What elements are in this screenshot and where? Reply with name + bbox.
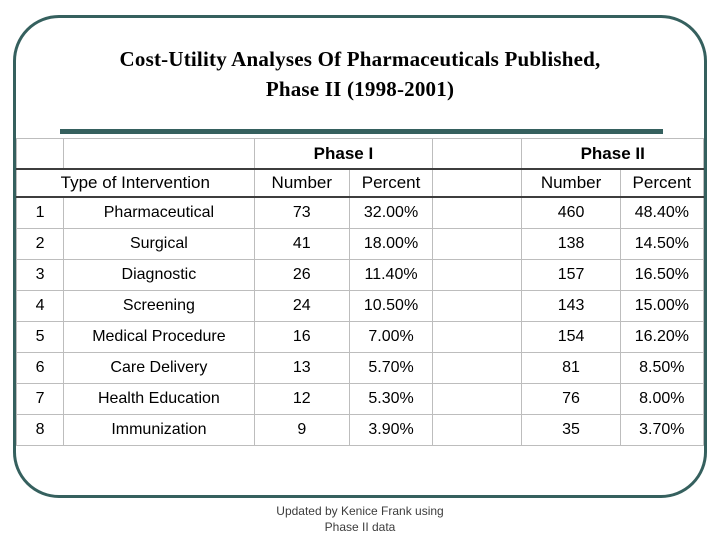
phase1-number-cell: 16 (253, 321, 350, 353)
phase1-header-cell: Phase I (253, 138, 434, 170)
table-row: 3 Diagnostic 26 11.40% 157 16.50% (15, 259, 705, 291)
table-row: 8 Immunization 9 3.90% 35 3.70% (15, 414, 705, 446)
phase1-number-cell: 26 (253, 259, 350, 291)
phase1-percent-cell: 11.40% (348, 259, 434, 291)
phase2-number-cell: 76 (521, 383, 621, 415)
phase2-percent-cell: 14.50% (619, 228, 705, 260)
slide-title: Cost-Utility Analyses Of Pharmaceuticals… (0, 44, 720, 104)
phase1-number-cell: 24 (253, 290, 350, 322)
footer-line-1: Updated by Kenice Frank using (276, 504, 444, 518)
phase2-percent-cell: 8.50% (619, 352, 705, 384)
table-row: 5 Medical Procedure 16 7.00% 154 16.20% (15, 321, 705, 353)
phase2-percent-cell: 48.40% (619, 196, 705, 229)
phase2-number-cell: 460 (521, 196, 621, 229)
spacer-cell (432, 414, 523, 446)
phase1-percent-cell: 10.50% (348, 290, 434, 322)
spacer-cell (432, 168, 523, 198)
cost-utility-table: Phase I Phase II Type of Intervention Nu… (15, 138, 705, 446)
intervention-cell: Care Delivery (63, 352, 255, 384)
intervention-cell: Pharmaceutical (63, 196, 255, 229)
slide-title-line-2: Phase II (1998-2001) (265, 77, 455, 101)
phase2-header-cell: Phase II (521, 138, 704, 170)
row-index-cell: 2 (15, 228, 65, 260)
phase2-number-cell: 35 (521, 414, 621, 446)
footer-line-2: Phase II data (324, 520, 396, 534)
row-index-cell: 8 (15, 414, 65, 446)
row-index-cell: 7 (15, 383, 65, 415)
col-header-number-phase1: Number (253, 168, 350, 198)
spacer-cell (432, 138, 523, 170)
row-index-cell: 5 (15, 321, 65, 353)
row-index-cell: 6 (15, 352, 65, 384)
intervention-cell: Health Education (63, 383, 255, 415)
intervention-cell: Immunization (63, 414, 255, 446)
table-column-header-row: Type of Intervention Number Percent Numb… (16, 168, 705, 198)
phase2-percent-cell: 16.20% (619, 321, 705, 353)
phase1-percent-cell: 32.00% (348, 196, 434, 229)
col-header-percent-phase1: Percent (348, 168, 434, 198)
phase2-number-cell: 154 (521, 321, 621, 353)
intervention-cell: Diagnostic (63, 259, 255, 291)
col-header-percent-phase2: Percent (619, 168, 705, 198)
table-row: 4 Screening 24 10.50% 143 15.00% (15, 290, 705, 322)
phase1-percent-cell: 18.00% (348, 228, 434, 260)
phase1-number-cell: 12 (253, 383, 350, 415)
title-divider-rule (60, 129, 663, 134)
spacer-cell (15, 138, 65, 170)
table-row: 2 Surgical 41 18.00% 138 14.50% (15, 228, 705, 260)
table-row: 7 Health Education 12 5.30% 76 8.00% (15, 383, 705, 415)
slide-border-frame (13, 15, 707, 498)
phase1-number-cell: 73 (253, 196, 350, 229)
phase2-number-cell: 138 (521, 228, 621, 260)
slide-footer-note: Updated by Kenice Frank using Phase II d… (0, 503, 720, 535)
phase2-percent-cell: 15.00% (619, 290, 705, 322)
spacer-cell (432, 383, 523, 415)
phase2-percent-cell: 8.00% (619, 383, 705, 415)
phase2-percent-cell: 16.50% (619, 259, 705, 291)
row-index-cell: 1 (15, 196, 65, 229)
col-header-number-phase2: Number (521, 168, 621, 198)
spacer-cell (63, 138, 255, 170)
phase1-percent-cell: 7.00% (348, 321, 434, 353)
intervention-cell: Screening (63, 290, 255, 322)
row-index-cell: 3 (15, 259, 65, 291)
table-row: 1 Pharmaceutical 73 32.00% 460 48.40% (15, 196, 705, 229)
table-row: 6 Care Delivery 13 5.70% 81 8.50% (15, 352, 705, 384)
phase1-number-cell: 13 (253, 352, 350, 384)
spacer-cell (432, 259, 523, 291)
intervention-cell: Medical Procedure (63, 321, 255, 353)
row-index-cell: 4 (15, 290, 65, 322)
table-phase-header-row: Phase I Phase II (15, 138, 704, 170)
phase2-number-cell: 143 (521, 290, 621, 322)
phase1-percent-cell: 5.70% (348, 352, 434, 384)
spacer-cell (432, 228, 523, 260)
slide-title-line-1: Cost-Utility Analyses Of Pharmaceuticals… (119, 47, 601, 71)
spacer-cell (432, 290, 523, 322)
phase1-percent-cell: 3.90% (348, 414, 434, 446)
spacer-cell (432, 352, 523, 384)
phase1-percent-cell: 5.30% (348, 383, 434, 415)
phase2-number-cell: 81 (521, 352, 621, 384)
intervention-cell: Surgical (63, 228, 255, 260)
col-header-intervention: Type of Intervention (16, 168, 255, 198)
phase2-percent-cell: 3.70% (619, 414, 705, 446)
spacer-cell (432, 196, 523, 229)
phase2-number-cell: 157 (521, 259, 621, 291)
phase1-number-cell: 41 (253, 228, 350, 260)
phase1-number-cell: 9 (253, 414, 350, 446)
spacer-cell (432, 321, 523, 353)
